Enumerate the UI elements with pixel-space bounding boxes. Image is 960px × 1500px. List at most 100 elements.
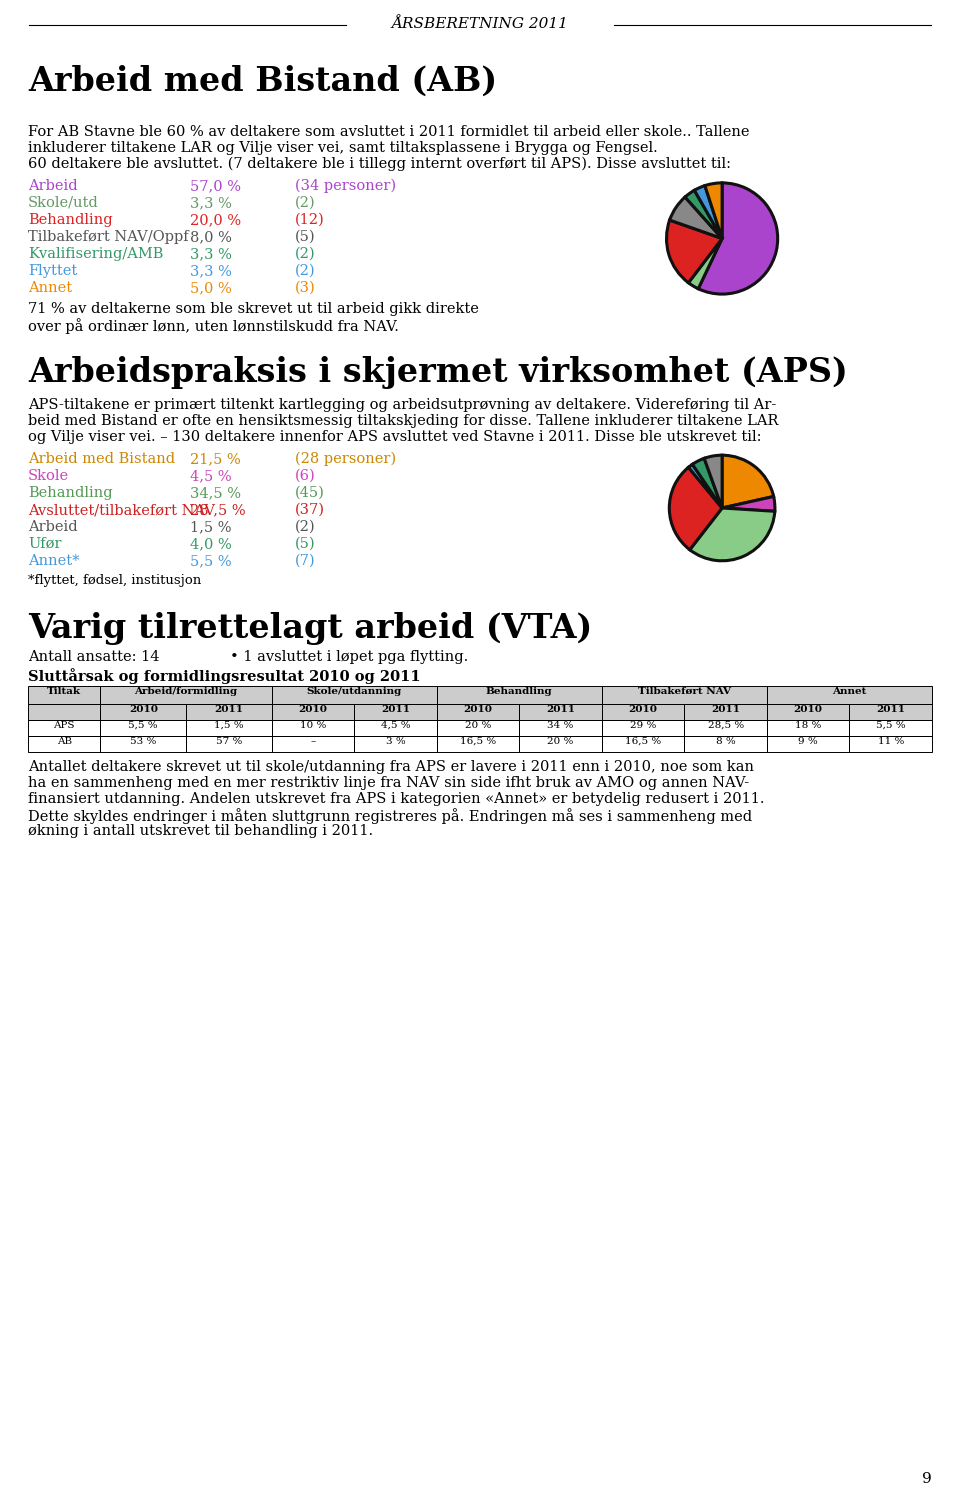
Bar [28,686,101,703]
Bar [767,720,850,736]
Bar [186,720,272,736]
Text: 5,0 %: 5,0 % [190,280,231,296]
Bar [684,736,767,752]
Text: 71 % av deltakerne som ble skrevet ut til arbeid gikk direkte: 71 % av deltakerne som ble skrevet ut ti… [28,302,479,316]
Text: 16,5 %: 16,5 % [460,736,496,746]
Text: 2010: 2010 [629,705,658,714]
Text: 2011: 2011 [546,705,575,714]
Text: Annet: Annet [28,280,72,296]
Bar [101,704,186,720]
Text: 5,5 %: 5,5 % [876,722,905,730]
Text: 8 %: 8 % [716,736,735,746]
Text: 8,0 %: 8,0 % [190,230,232,244]
Text: (45): (45) [295,486,324,500]
Text: (2): (2) [295,520,316,534]
Bar [850,720,932,736]
Text: • 1 avsluttet i løpet pga flytting.: • 1 avsluttet i løpet pga flytting. [230,650,468,664]
Text: –: – [310,736,316,746]
Text: finansiert utdanning. Andelen utskrevet fra APS i kategorien «Annet» er betydeli: finansiert utdanning. Andelen utskrevet … [28,792,764,806]
Wedge shape [692,459,722,509]
Text: ÅRSBERETNING 2011: ÅRSBERETNING 2011 [392,16,568,32]
Text: 2011: 2011 [876,705,905,714]
Bar [186,736,272,752]
Text: 20 %: 20 % [465,722,492,730]
Bar [272,686,437,703]
Wedge shape [698,183,778,294]
Bar [767,686,932,703]
Text: ha en sammenheng med en mer restriktiv linje fra NAV sin side ifht bruk av AMO o: ha en sammenheng med en mer restriktiv l… [28,776,749,790]
Wedge shape [688,238,722,288]
Wedge shape [670,196,722,238]
Text: Behandling: Behandling [28,213,112,226]
Bar [602,704,684,720]
Bar [28,720,101,736]
Text: over på ordinær lønn, uten lønnstilskudd fra NAV.: over på ordinær lønn, uten lønnstilskudd… [28,318,398,334]
Text: *flyttet, fødsel, institusjon: *flyttet, fødsel, institusjon [28,574,202,586]
Text: APS-tiltakene er primært tiltenkt kartlegging og arbeidsutprøvning av deltakere.: APS-tiltakene er primært tiltenkt kartle… [28,398,777,412]
Text: 3,3 %: 3,3 % [190,248,232,261]
Text: 34 %: 34 % [547,722,574,730]
Text: Flyttet: Flyttet [28,264,77,278]
Wedge shape [705,454,722,509]
Wedge shape [689,509,775,561]
Bar [101,720,186,736]
Text: 1,5 %: 1,5 % [190,520,231,534]
Bar [437,686,602,703]
Bar [684,704,767,720]
Text: (2): (2) [295,264,316,278]
Text: og Vilje viser vei. – 130 deltakere innenfor APS avsluttet ved Stavne i 2011. Di: og Vilje viser vei. – 130 deltakere inne… [28,430,761,444]
Wedge shape [669,468,722,549]
Text: 9: 9 [923,1472,932,1486]
Bar [272,720,354,736]
Text: 11 %: 11 % [877,736,904,746]
Bar [28,704,101,720]
Bar [850,704,932,720]
Text: inkluderer tiltakene LAR og Vilje viser vei, samt tiltaksplassene i Brygga og Fe: inkluderer tiltakene LAR og Vilje viser … [28,141,658,154]
Text: Antall ansatte: 14: Antall ansatte: 14 [28,650,159,664]
Bar [272,736,354,752]
Bar [519,736,602,752]
Wedge shape [722,496,775,512]
Text: Arbeid med Bistand (AB): Arbeid med Bistand (AB) [28,64,497,98]
Text: 4,5 %: 4,5 % [380,722,410,730]
Text: 53 %: 53 % [130,736,156,746]
Text: 20 %: 20 % [547,736,574,746]
Bar [101,736,186,752]
Text: 57 %: 57 % [216,736,242,746]
Text: Behandling: Behandling [28,486,112,500]
Text: Arbeid/formidling: Arbeid/formidling [134,687,238,696]
Text: (2): (2) [295,196,316,210]
Text: Skole/utdanning: Skole/utdanning [306,687,402,696]
Bar [437,704,519,720]
Text: (7): (7) [295,554,316,568]
Wedge shape [666,220,722,282]
Bar [354,720,437,736]
Text: 57,0 %: 57,0 % [190,178,241,194]
Bar [519,720,602,736]
Text: Avsluttet/tilbakeført NAV: Avsluttet/tilbakeført NAV [28,503,215,518]
Text: 4,0 %: 4,0 % [190,537,231,550]
Text: (34 personer): (34 personer) [295,178,396,194]
Text: 5,5 %: 5,5 % [129,722,158,730]
Text: 2010: 2010 [299,705,327,714]
Bar [354,704,437,720]
Text: 3,3 %: 3,3 % [190,264,232,278]
Text: Arbeid med Bistand: Arbeid med Bistand [28,452,175,466]
Bar [519,704,602,720]
Bar [767,704,850,720]
Bar [437,720,519,736]
Text: 2010: 2010 [794,705,823,714]
Text: (5): (5) [295,537,316,550]
Text: Arbeidspraksis i skjermet virksomhet (APS): Arbeidspraksis i skjermet virksomhet (AP… [28,356,848,388]
Bar [602,720,684,736]
Bar [602,736,684,752]
Text: Dette skyldes endringer i måten sluttgrunn registreres på. Endringen må ses i sa: Dette skyldes endringer i måten sluttgru… [28,808,752,824]
Text: 60 deltakere ble avsluttet. (7 deltakere ble i tillegg internt overført til APS): 60 deltakere ble avsluttet. (7 deltakere… [28,158,731,171]
Bar [437,736,519,752]
Text: 2011: 2011 [381,705,410,714]
Text: Kvalifisering/AMB: Kvalifisering/AMB [28,248,163,261]
Text: Varig tilrettelagt arbeid (VTA): Varig tilrettelagt arbeid (VTA) [28,612,592,645]
Text: 10 %: 10 % [300,722,326,730]
Text: 20,0 %: 20,0 % [190,213,241,226]
Text: (5): (5) [295,230,316,244]
